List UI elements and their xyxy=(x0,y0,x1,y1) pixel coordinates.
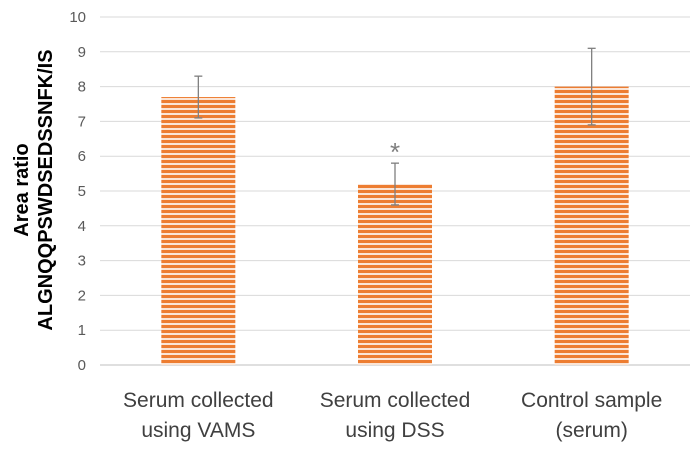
y-tick-label: 3 xyxy=(78,253,86,270)
significance-annotations: * xyxy=(390,137,400,167)
y-tick-label: 4 xyxy=(78,218,86,235)
x-category-label: Control sample xyxy=(521,389,662,412)
y-tick-label: 6 xyxy=(78,148,86,165)
x-category-label: Serum collected xyxy=(123,389,274,412)
y-axis-title-line-1: Area ratio xyxy=(11,143,33,236)
significance-asterisk: * xyxy=(390,137,400,167)
bar xyxy=(358,184,432,365)
y-tick-label: 7 xyxy=(78,113,86,130)
x-category-label: Serum collected xyxy=(320,389,471,412)
error-bars xyxy=(194,47,596,206)
y-tick-label: 9 xyxy=(78,44,86,61)
y-tick-label: 5 xyxy=(78,183,86,200)
error-bar xyxy=(391,162,399,206)
bars xyxy=(161,86,629,365)
error-bar xyxy=(194,75,203,119)
y-tick-label: 10 xyxy=(69,9,86,26)
y-tick-label: 8 xyxy=(78,79,86,96)
x-category-label: (serum) xyxy=(555,419,627,442)
y-tick-label: 1 xyxy=(78,322,86,339)
y-axis-title-line-2: ALGNQQPSWDSEDSSNFK/IS xyxy=(35,49,57,330)
x-category-label: using DSS xyxy=(345,419,444,442)
y-axis-title: Area ratio ALGNQQPSWDSEDSSNFK/IS xyxy=(11,49,57,330)
error-bar xyxy=(587,47,596,126)
x-axis-category-labels: Serum collected using VAMS Serum collected… xyxy=(123,389,662,442)
y-tick-label: 0 xyxy=(78,357,86,374)
y-tick-label: 2 xyxy=(78,287,86,304)
x-category-label: using VAMS xyxy=(141,419,255,442)
y-axis-tick-labels: 0 1 2 3 4 5 6 7 8 9 10 xyxy=(69,9,86,374)
bar xyxy=(161,97,236,365)
bar xyxy=(554,86,629,365)
